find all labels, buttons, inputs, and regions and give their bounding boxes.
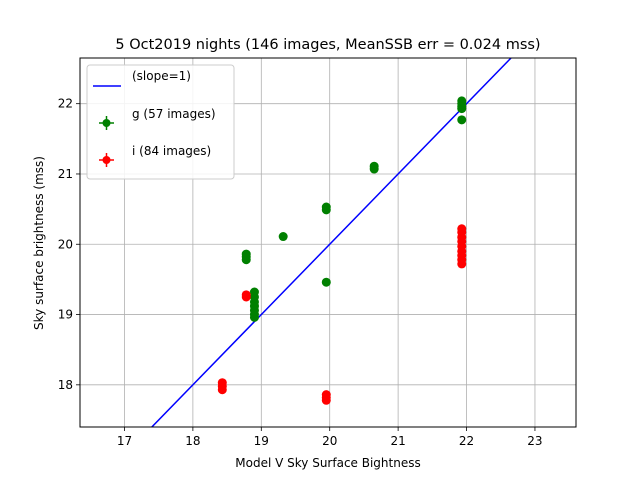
data-point [321,395,331,405]
data-points [217,96,467,405]
legend-label-g: g (57 images) [132,107,216,121]
grid [80,58,576,427]
x-tick-label: 23 [527,434,542,448]
y-tick-label: 18 [58,378,73,392]
data-point [249,312,259,322]
y-tick-label: 19 [58,308,73,322]
x-tick-label: 22 [459,434,474,448]
data-point [369,164,379,174]
x-tick-label: 21 [390,434,405,448]
legend-box [86,64,235,180]
chart-title: 5 Oct2019 nights (146 images, MeanSSB er… [115,37,540,53]
data-point [217,385,227,395]
axis-ticks: 17 18 19 20 21 22 23 18 19 20 21 22 [58,97,543,448]
x-axis-label: Model V Sky Surface Bightness [235,456,420,470]
y-tick-label: 22 [58,97,73,111]
x-tick-label: 17 [117,434,132,448]
y-axis-label: Sky surface brightness (mss) [32,156,46,330]
series-1-points [217,224,467,405]
legend-marker-g [99,116,114,130]
legend: (slope=1) g (57 images) i (84 images) [86,64,235,180]
plot-area [150,58,513,427]
data-point [457,259,467,269]
axes-frame [79,57,577,428]
legend-marker-i [99,153,114,167]
data-point [321,205,331,215]
x-tick-label: 20 [322,434,337,448]
data-point [321,277,331,287]
y-tick-label: 21 [58,167,73,181]
data-point [278,232,288,242]
x-tick-label: 18 [185,434,200,448]
x-tick-label: 19 [254,434,269,448]
legend-label-i: i (84 images) [132,144,211,158]
slope-one-reference-line [150,58,513,427]
data-point [457,115,467,125]
y-tick-label: 20 [58,237,73,251]
legend-label-reference: (slope=1) [132,69,191,83]
data-point [241,292,251,302]
data-point [457,104,467,114]
data-point [241,255,251,265]
series-0-points [241,96,467,322]
